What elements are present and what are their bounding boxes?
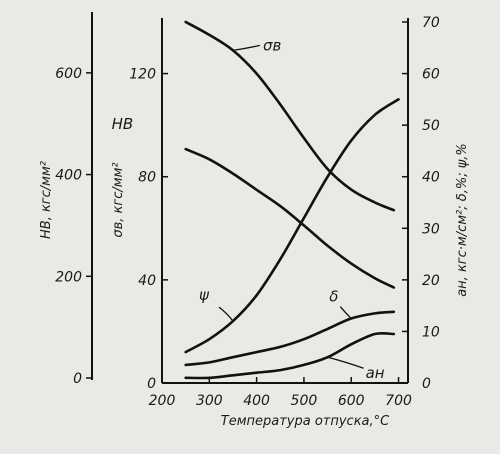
- psi-series-label-leader: [218, 306, 234, 322]
- hb-tick-label: 200: [55, 269, 82, 285]
- hb-tick-label: 400: [55, 168, 82, 184]
- right-tick-label: 30: [422, 221, 440, 237]
- delta-series-label: δ: [329, 288, 338, 306]
- sigma-tick-label: 0: [147, 376, 156, 392]
- right-tick-label: 10: [422, 324, 440, 340]
- hb-tick-label: 600: [55, 66, 82, 82]
- an-curve: [184, 331, 396, 380]
- x-tick-label: 300: [196, 393, 223, 409]
- psi-series-label: ψ: [199, 286, 210, 304]
- sigma-tick-label: 80: [138, 170, 156, 186]
- sigma-tick-label: 40: [138, 273, 156, 289]
- hb-tick-label: 0: [73, 371, 82, 387]
- right-axis-title: ан, кгс·м/см²; δ,%; ψ,%: [455, 143, 470, 297]
- x-axis-title: Температура отпуска,°С: [221, 414, 390, 429]
- right-tick-label: 50: [422, 118, 440, 134]
- x-tick-label: 600: [338, 393, 365, 409]
- right-tick-label: 60: [422, 67, 440, 83]
- sigma-curve: [184, 20, 396, 212]
- x-tick-label: 400: [243, 393, 270, 409]
- delta-curve: [184, 310, 396, 367]
- hb-series-label: HB: [112, 115, 134, 133]
- hb-curve: [184, 147, 396, 289]
- sigma-axis-title: σв, кгс/мм²: [111, 162, 126, 237]
- delta-series-label-leader: [339, 306, 352, 319]
- an-series-label: ан: [366, 364, 385, 382]
- x-tick-label: 500: [291, 393, 318, 409]
- sigma-tick-label: 120: [129, 67, 156, 83]
- x-tick-label: 200: [149, 393, 176, 409]
- right-tick-label: 0: [422, 376, 431, 392]
- right-tick-label: 20: [422, 273, 440, 289]
- an-series-label-leader: [327, 356, 364, 369]
- sigma-series-label: σв: [263, 36, 282, 54]
- psi-curve: [184, 98, 400, 354]
- x-tick-label: 700: [385, 393, 412, 409]
- hb-axis-title: HB, кгс/мм²: [39, 161, 54, 239]
- sigma-series-label-leader: [232, 44, 261, 52]
- right-tick-label: 70: [422, 15, 440, 31]
- right-tick-label: 40: [422, 170, 440, 186]
